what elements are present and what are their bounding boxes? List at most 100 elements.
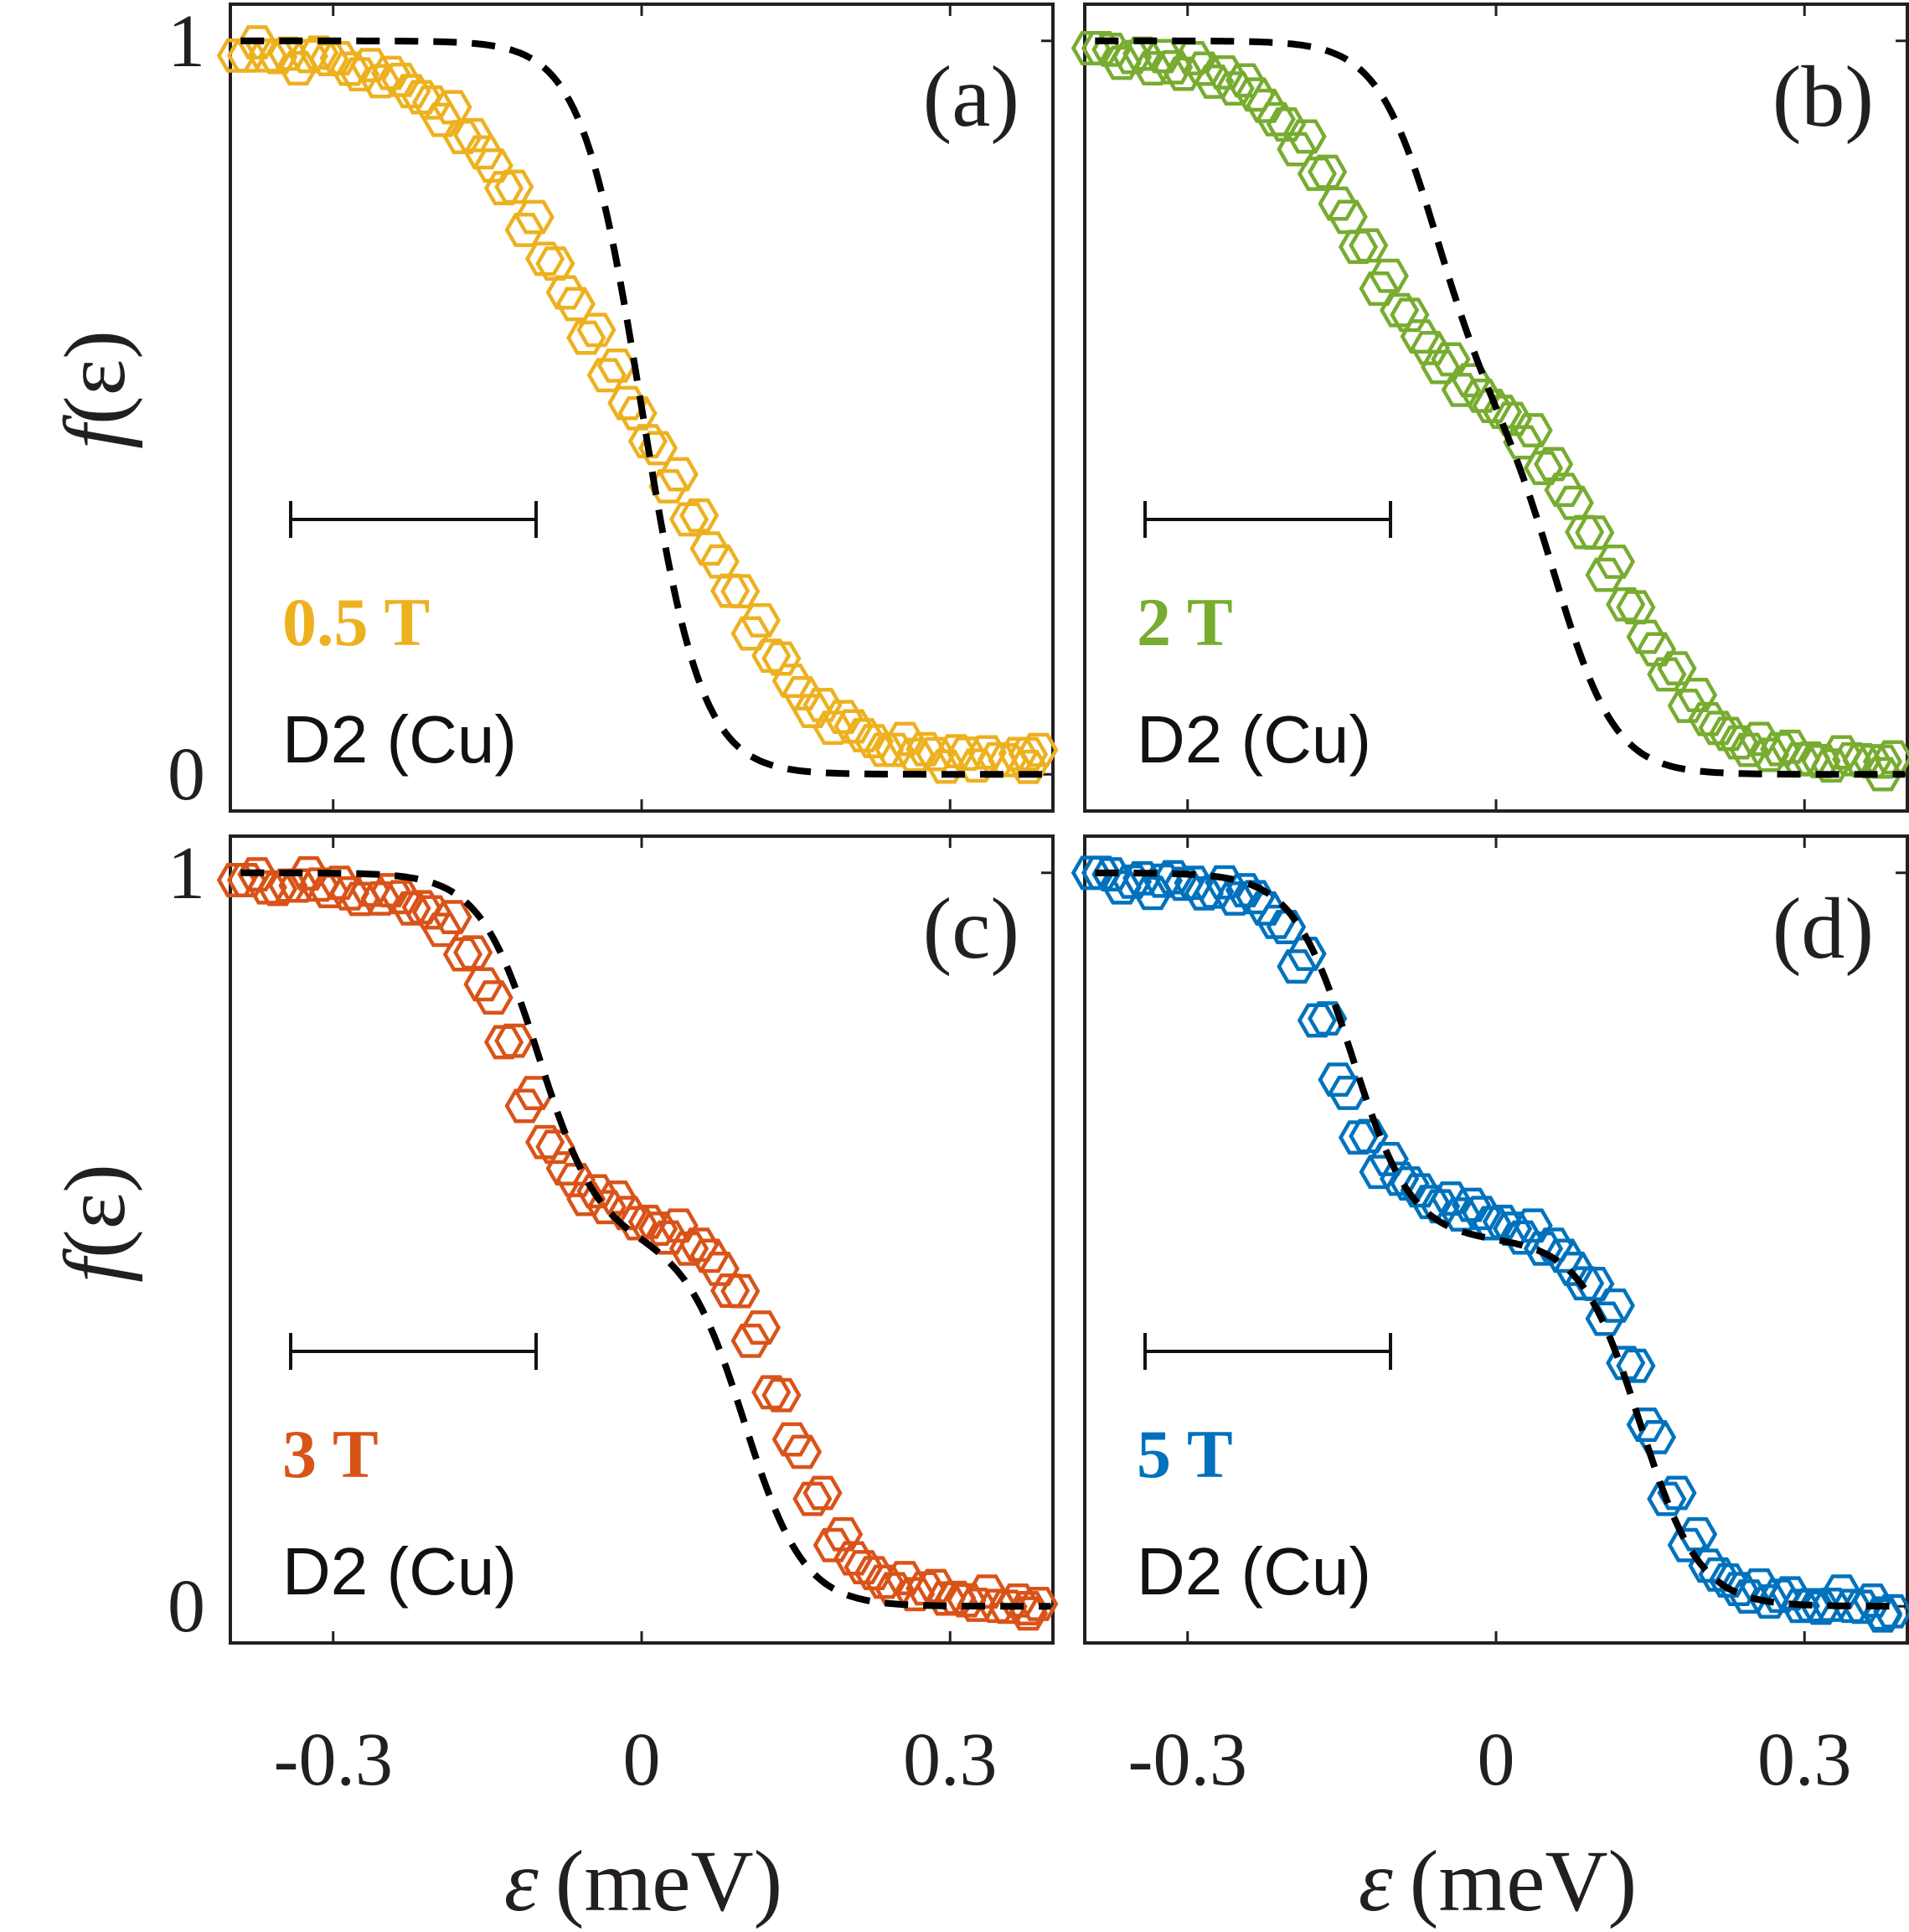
- data-point: [1544, 473, 1584, 508]
- data-point: [1133, 876, 1173, 911]
- data-point: [278, 51, 318, 85]
- data-point: [1308, 1001, 1348, 1036]
- data-point: [720, 574, 761, 609]
- data-point: [679, 498, 720, 533]
- data-point: [607, 385, 648, 421]
- data-point: [844, 1550, 884, 1585]
- data-point: [1246, 88, 1286, 123]
- data-point: [494, 169, 534, 204]
- data-point: [1873, 1594, 1909, 1629]
- data-point: [1770, 1576, 1810, 1611]
- data-point: [936, 734, 977, 769]
- data-point: [1606, 586, 1646, 622]
- data-point: [813, 1527, 853, 1563]
- data-point: [751, 1375, 792, 1410]
- data-point: [720, 1273, 761, 1309]
- data-point: [1482, 1204, 1522, 1239]
- data-point: [237, 857, 277, 892]
- data-point: [1431, 342, 1471, 377]
- data-point: [1595, 544, 1635, 579]
- panel-label: (d): [1772, 881, 1874, 977]
- data-point: [1287, 119, 1327, 154]
- field-label: 3 T: [282, 1416, 379, 1492]
- ylabel-arg: (ε): [47, 330, 143, 425]
- data-point: [885, 1561, 925, 1596]
- data-point: [1667, 689, 1707, 723]
- data-point: [504, 1088, 544, 1124]
- data-point: [1626, 619, 1666, 654]
- data-point: [957, 1588, 997, 1622]
- panel-a: 0 1 (a) 0.5 T D2 (Cu): [168, 0, 1059, 816]
- data-point: [926, 749, 966, 784]
- data-point: [278, 868, 318, 903]
- data-point: [1636, 632, 1677, 667]
- data-point: [792, 1481, 833, 1516]
- data-point: [1698, 710, 1738, 746]
- data-point: [1462, 378, 1502, 413]
- fit-curve: [240, 869, 1051, 1610]
- data-point: [823, 700, 864, 735]
- data-point: [381, 62, 421, 97]
- data-point: [1451, 1187, 1492, 1222]
- data-point: [1133, 51, 1173, 85]
- data-point: [648, 1220, 689, 1255]
- data-point: [802, 1475, 843, 1511]
- panel-label: (c): [923, 881, 1019, 977]
- y-axis-title-top: f(ε): [47, 330, 143, 449]
- data-point: [627, 424, 668, 459]
- data-point: [1688, 701, 1728, 736]
- data-point: [525, 241, 565, 276]
- data-point: [689, 1238, 730, 1273]
- data-point: [1739, 721, 1779, 757]
- data-point: [1008, 736, 1049, 772]
- data-point: [1647, 1481, 1687, 1516]
- xlabel-unit: (meV): [1410, 1833, 1637, 1929]
- data-point: [576, 313, 617, 348]
- data-point: [545, 275, 586, 310]
- data-point: [844, 718, 884, 753]
- data-point: [1019, 732, 1059, 767]
- data-point: [463, 135, 503, 170]
- data-point: [617, 395, 658, 431]
- data-point: [237, 25, 277, 60]
- x-tick-label: -0.3: [274, 1718, 393, 1801]
- data-point: [1647, 657, 1687, 692]
- y-tick-label: 0: [168, 1565, 205, 1648]
- data-point: [1513, 413, 1553, 447]
- data-point: [1008, 1596, 1049, 1631]
- x-tick-label: 0.3: [903, 1718, 998, 1801]
- data-point: [1862, 1598, 1903, 1633]
- ylabel-arg: (ε): [47, 1164, 143, 1258]
- device-label: D2 (Cu): [282, 702, 517, 777]
- xlabel-symbol: ε: [1359, 1833, 1393, 1929]
- data-point: [1575, 515, 1615, 550]
- data-point: [432, 900, 472, 935]
- data-point: [1657, 1475, 1697, 1511]
- data-point: [627, 1204, 668, 1239]
- data-point: [1287, 936, 1327, 971]
- data-point: [381, 880, 421, 915]
- data-point: [1390, 1166, 1430, 1201]
- y-tick-label: 1: [168, 832, 205, 915]
- data-point: [555, 1162, 596, 1197]
- data-point: [771, 664, 812, 699]
- data-point: [514, 199, 555, 235]
- data-point: [658, 457, 699, 492]
- x-tick-label: 0: [623, 1718, 661, 1801]
- fit-curve: [240, 37, 1051, 778]
- data-point: [566, 320, 606, 355]
- fit-curve: [1095, 869, 1906, 1610]
- data-point: [1811, 1588, 1851, 1622]
- data-point: [1318, 1062, 1358, 1098]
- x-axis-title-right: ε (meV): [1359, 1833, 1637, 1929]
- data-point: [1585, 557, 1625, 592]
- data-point: [463, 967, 503, 1002]
- data-point: [1708, 716, 1748, 752]
- data-point: [596, 348, 637, 383]
- panel-d: -0.3 0 0.3 (d) 5 T D2 (Cu): [1071, 834, 1909, 1801]
- data-point: [1862, 744, 1903, 779]
- field-label: 5 T: [1137, 1416, 1233, 1492]
- x-tick-label: 0: [1478, 1718, 1515, 1801]
- device-label: D2 (Cu): [1137, 1534, 1371, 1609]
- data-point: [1256, 101, 1296, 137]
